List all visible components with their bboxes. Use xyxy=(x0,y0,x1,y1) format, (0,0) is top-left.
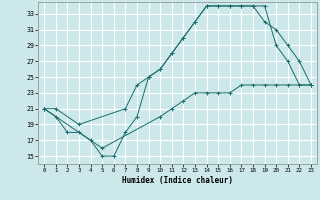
X-axis label: Humidex (Indice chaleur): Humidex (Indice chaleur) xyxy=(122,176,233,185)
